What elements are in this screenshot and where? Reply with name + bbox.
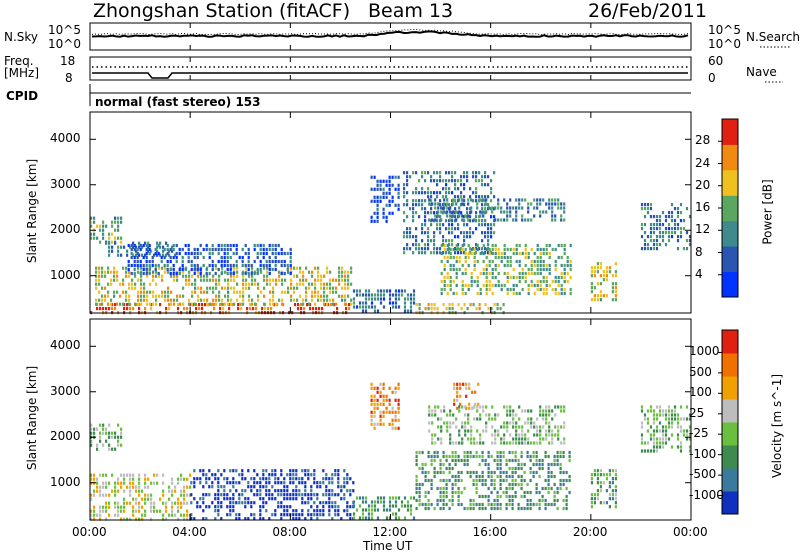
velocity-colorbar-tick: -100 — [689, 446, 717, 461]
plot-title: Zhongshan Station (fitACF) — [93, 0, 351, 22]
velocity-panel-region-0 — [90, 423, 123, 451]
nsky-tick-bottom: 10^0 — [48, 37, 81, 51]
power-panel-region-4 — [127, 243, 292, 276]
power-colorbar-tick: 8 — [695, 244, 703, 259]
power-colorbar-tick: 24 — [695, 155, 711, 170]
colorbar-swatch — [722, 353, 738, 377]
power-panel-region-8 — [428, 198, 566, 222]
x-axis-label: Time UT — [363, 539, 413, 553]
velocity-panel-region-7 — [415, 450, 571, 511]
velocity-panel-region-8 — [590, 469, 617, 509]
colorbar-swatch — [722, 376, 738, 400]
power-colorbar-label: Power [dB] — [760, 179, 775, 245]
velocity-panel — [90, 382, 692, 521]
velocity-colorbar-tick: 500 — [689, 364, 712, 379]
power-ylabel: Slant Range [km] — [25, 158, 40, 264]
beam-label: Beam 13 — [368, 0, 454, 22]
power-panel-ytick: 3000 — [50, 176, 81, 191]
x-tick-label: 12:00 — [372, 525, 408, 539]
freq-tick-top: 18 — [60, 54, 76, 68]
colorbar-swatch — [722, 491, 738, 515]
freq-label: Freq. — [4, 54, 34, 68]
colorbar-swatch — [722, 169, 738, 196]
power-panel-region-5 — [352, 289, 416, 313]
nave-label: Nave — [746, 65, 777, 79]
x-tick-label: 00:00 — [673, 525, 708, 539]
velocity-colorbar-tick: 25 — [689, 405, 705, 420]
velocity-colorbar — [721, 329, 739, 515]
colorbar-swatch — [722, 330, 738, 354]
power-panel-region-6 — [370, 175, 400, 223]
velocity-colorbar-tick: -500 — [689, 467, 717, 482]
colorbar-swatch — [722, 271, 738, 298]
date-label: 26/Feb/2011 — [588, 0, 707, 22]
velocity-panel-ytick: 3000 — [50, 383, 81, 398]
nave-tick-top: 60 — [708, 54, 724, 68]
nsearch-tick-bottom: 10^0 — [708, 37, 741, 51]
nsky-label: N.Sky — [4, 30, 39, 44]
velocity-panel-region-1 — [90, 473, 192, 521]
power-colorbar-tick: 20 — [695, 177, 711, 192]
power-colorbar — [721, 118, 739, 298]
velocity-panel-region-5 — [453, 382, 480, 410]
colorbar-swatch — [722, 246, 738, 272]
x-tick-label: 20:00 — [572, 525, 608, 539]
velocity-panel-ytick: 2000 — [50, 429, 81, 444]
velocity-panel-region-4 — [370, 382, 400, 430]
power-colorbar-tick: 12 — [695, 222, 711, 237]
velocity-colorbar-tick: 100 — [689, 385, 712, 400]
power-panel-ytick: 2000 — [50, 222, 81, 237]
x-tick-label: 08:00 — [272, 525, 307, 539]
velocity-panel-region-6 — [428, 405, 566, 445]
cpid-value: normal (fast stereo) 153 — [95, 95, 261, 109]
cpid-label: CPID — [6, 89, 39, 103]
x-tick-label: 00:00 — [72, 525, 107, 539]
nsearch-tick-top: 10^5 — [708, 23, 741, 37]
power-panel-region-1 — [105, 241, 177, 257]
nsearch-label: N.Search — [746, 30, 800, 44]
colorbar-swatch — [722, 220, 738, 247]
x-tick-label: 16:00 — [472, 525, 508, 539]
velocity-colorbar-tick: -25 — [689, 426, 709, 441]
power-panel-region-7 — [403, 171, 496, 255]
power-panel — [90, 171, 692, 315]
colorbar-swatch — [722, 119, 738, 145]
velocity-colorbar-label: Velocity [m s^-1] — [770, 373, 785, 479]
power-panel-region-0 — [90, 216, 123, 244]
power-colorbar-tick: 16 — [695, 200, 711, 214]
velocity-panel-ytick: 1000 — [50, 474, 81, 489]
colorbar-swatch — [722, 399, 738, 423]
freq-unit: [MHz] — [4, 66, 40, 80]
power-panel-ytick: 4000 — [50, 131, 81, 146]
nsearch-trace — [91, 28, 689, 36]
power-colorbar-tick: 28 — [695, 133, 711, 148]
colorbar-swatch — [722, 445, 738, 469]
colorbar-swatch — [722, 468, 738, 492]
nsky-tick-top: 10^5 — [48, 23, 81, 37]
colorbar-swatch — [722, 144, 738, 171]
velocity-ylabel: Slant Range [km] — [25, 365, 40, 471]
nsky-trace — [91, 30, 689, 38]
colorbar-swatch — [722, 195, 738, 222]
velocity-colorbar-tick: -1000 — [689, 487, 724, 502]
velocity-panel-ytick: 4000 — [50, 338, 81, 353]
velocity-panel-region-3 — [352, 496, 416, 520]
velocity-panel-region-2 — [190, 469, 355, 521]
axes — [89, 23, 722, 520]
power-panel-region-11 — [590, 262, 617, 302]
power-panel-ytick: 1000 — [50, 267, 81, 282]
colorbar-swatch — [722, 422, 738, 446]
freq-tick-bottom: 8 — [65, 71, 73, 85]
nave-tick-bottom: 0 — [708, 71, 716, 85]
velocity-panel-region-9 — [640, 405, 692, 453]
freq-trace — [92, 72, 688, 79]
x-tick-label: 04:00 — [172, 525, 207, 539]
velocity-colorbar-tick: 1000 — [689, 344, 720, 359]
power-panel-region-12 — [640, 203, 692, 251]
power-colorbar-tick: 4 — [695, 266, 703, 281]
power-panel-region-9 — [440, 243, 572, 296]
power-panel-region-3 — [95, 266, 353, 306]
